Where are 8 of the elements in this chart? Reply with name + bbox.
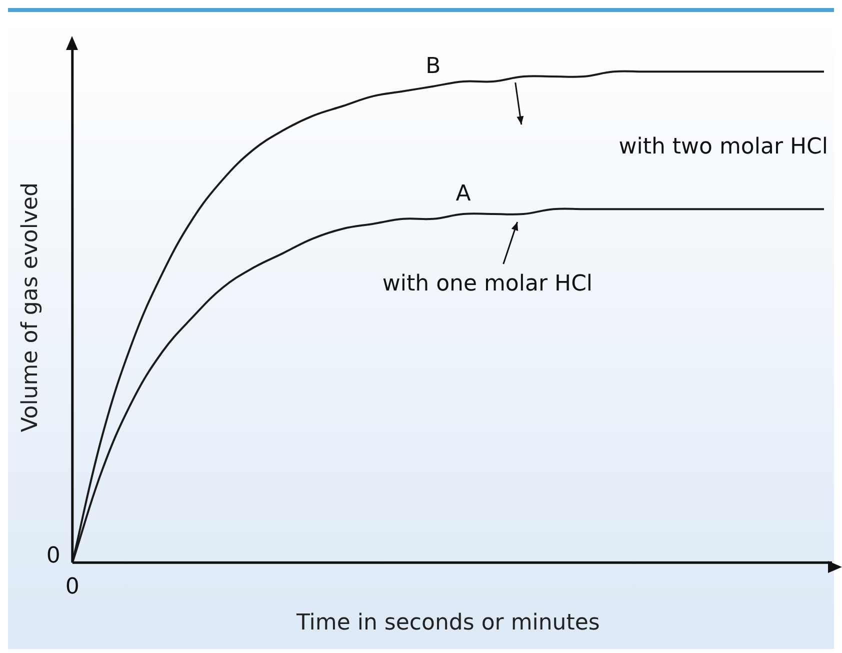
y-axis-title: Volume of gas evolved [18,182,43,432]
annotation: with two molar HCl [618,134,828,160]
series-label: B [426,54,441,80]
text: 0 [65,574,80,600]
annotation: with one molar HCl [382,272,593,297]
series-label: A [456,182,471,207]
text: 0 [46,543,60,568]
x-axis-title: Time in seconds or minutes [296,610,600,636]
